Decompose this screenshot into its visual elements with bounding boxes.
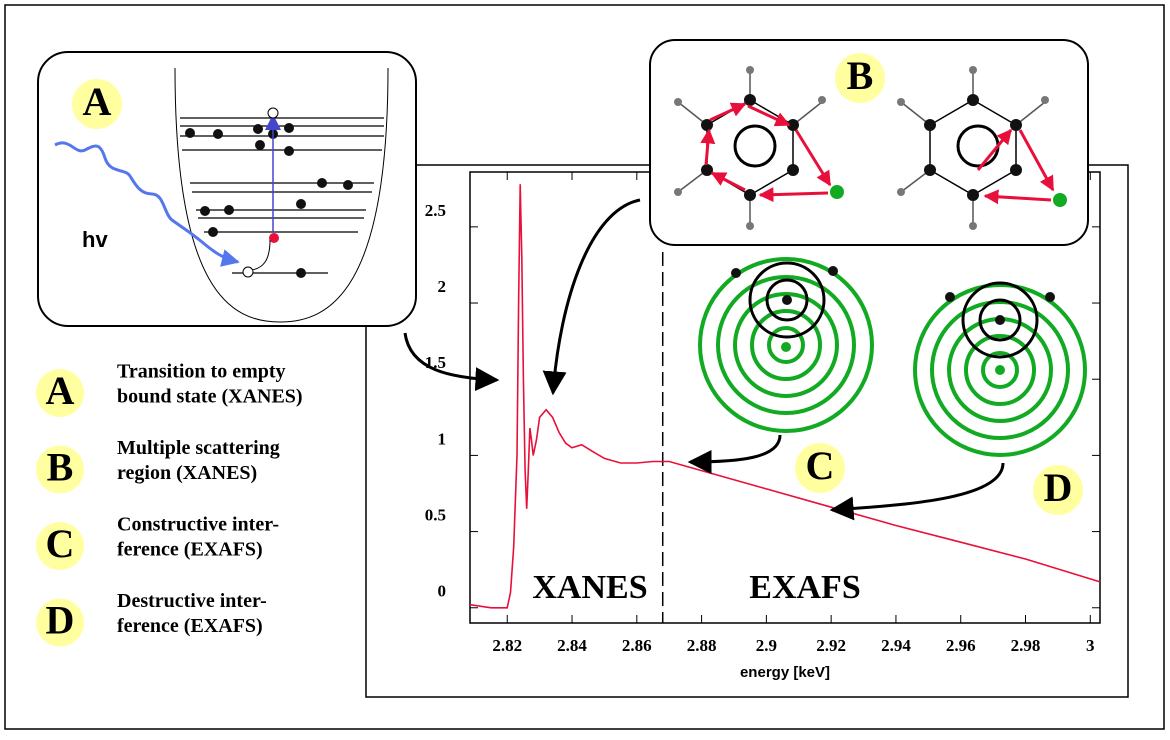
legend: A Transition to empty bound state (XANES) B…	[36, 361, 303, 647]
x-axis-label: energy [keV]	[740, 664, 830, 681]
x-tick-label: 2.94	[881, 636, 911, 655]
panel-label: C	[806, 443, 835, 488]
legend-text: Destructive inter-	[117, 590, 267, 612]
arrows	[403, 198, 1005, 521]
interference-c	[698, 257, 874, 433]
x-tick-label: 2.82	[492, 636, 522, 655]
x-tick-label: 2.88	[687, 636, 717, 655]
y-tick-label: 0.5	[425, 505, 446, 524]
legend-text: ference (EXAFS)	[117, 539, 263, 561]
marker-circle	[795, 443, 845, 493]
interference-d	[913, 281, 1087, 457]
region-label: XANES	[532, 569, 647, 606]
x-tick-label: 2.92	[816, 636, 846, 655]
legend-text: Constructive inter-	[117, 514, 279, 536]
y-tick-label: 2.5	[425, 201, 446, 220]
panel-label: A	[83, 79, 112, 124]
legend-marker-label: D	[46, 598, 75, 643]
legend-marker-label: C	[46, 521, 75, 566]
legend-text: bound state (XANES)	[117, 386, 303, 408]
legend-marker	[36, 445, 84, 494]
region-label: EXAFS	[749, 569, 860, 606]
x-tick-label: 2.9	[756, 636, 777, 655]
legend-marker	[36, 369, 84, 417]
y-tick-label: 0	[438, 582, 447, 601]
legend-text: region (XANES)	[117, 462, 257, 484]
photon-label: hv	[82, 227, 108, 252]
x-tick-label: 3	[1086, 636, 1095, 655]
plot: 2.82 2.84 2.86 2.88 2.9 2.92 2.94 2.96 2.98 3 0 0.5…	[425, 171, 1101, 681]
panel-a	[37, 51, 417, 327]
panel-b	[649, 39, 1089, 246]
panel-label: B	[847, 53, 874, 98]
marker-circle	[1033, 465, 1083, 515]
panel-label: D	[1044, 465, 1073, 510]
legend-text: Transition to empty	[117, 361, 286, 383]
legend-marker	[36, 522, 84, 570]
legend-marker	[36, 598, 84, 647]
x-tick-label: 2.96	[946, 636, 976, 655]
x-tick-label: 2.98	[1011, 636, 1041, 655]
y-tick-label: 2	[438, 277, 447, 296]
y-tick-label: 1	[438, 429, 447, 448]
legend-marker-label: A	[46, 368, 75, 413]
legend-text: ference (EXAFS)	[117, 615, 263, 637]
legend-text: Multiple scattering	[117, 437, 280, 459]
x-tick-label: 2.84	[557, 636, 587, 655]
x-tick-label: 2.86	[622, 636, 652, 655]
legend-marker-label: B	[47, 445, 74, 490]
